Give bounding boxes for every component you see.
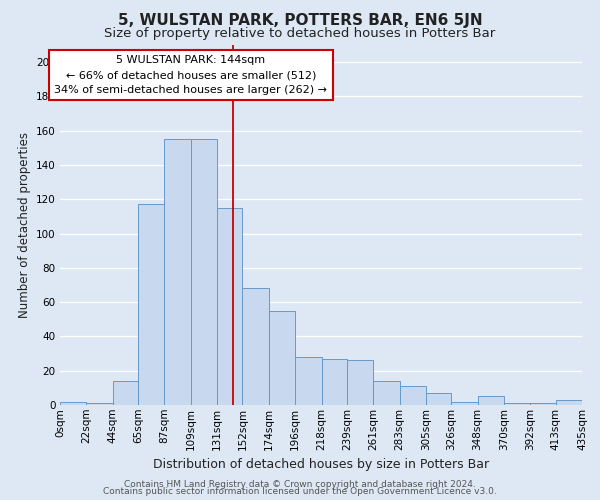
Bar [242,288,269,405]
Bar [60,402,86,405]
Bar [217,208,242,405]
Bar [400,386,426,405]
Bar [269,310,295,405]
Bar [426,393,451,405]
Bar [530,404,556,405]
Bar [451,402,478,405]
Bar [138,204,164,405]
Bar [191,140,217,405]
Bar [373,381,400,405]
Bar [322,358,347,405]
Bar [113,381,138,405]
Text: Contains public sector information licensed under the Open Government Licence v3: Contains public sector information licen… [103,488,497,496]
Text: Contains HM Land Registry data © Crown copyright and database right 2024.: Contains HM Land Registry data © Crown c… [124,480,476,489]
Y-axis label: Number of detached properties: Number of detached properties [17,132,31,318]
Text: 5 WULSTAN PARK: 144sqm
← 66% of detached houses are smaller (512)
34% of semi-de: 5 WULSTAN PARK: 144sqm ← 66% of detached… [54,56,328,95]
Bar [478,396,504,405]
Bar [504,404,530,405]
X-axis label: Distribution of detached houses by size in Potters Bar: Distribution of detached houses by size … [153,458,489,471]
Text: 5, WULSTAN PARK, POTTERS BAR, EN6 5JN: 5, WULSTAN PARK, POTTERS BAR, EN6 5JN [118,12,482,28]
Bar [556,400,582,405]
Bar [347,360,373,405]
Bar [295,357,322,405]
Text: Size of property relative to detached houses in Potters Bar: Size of property relative to detached ho… [104,28,496,40]
Bar [86,404,113,405]
Bar [164,140,191,405]
